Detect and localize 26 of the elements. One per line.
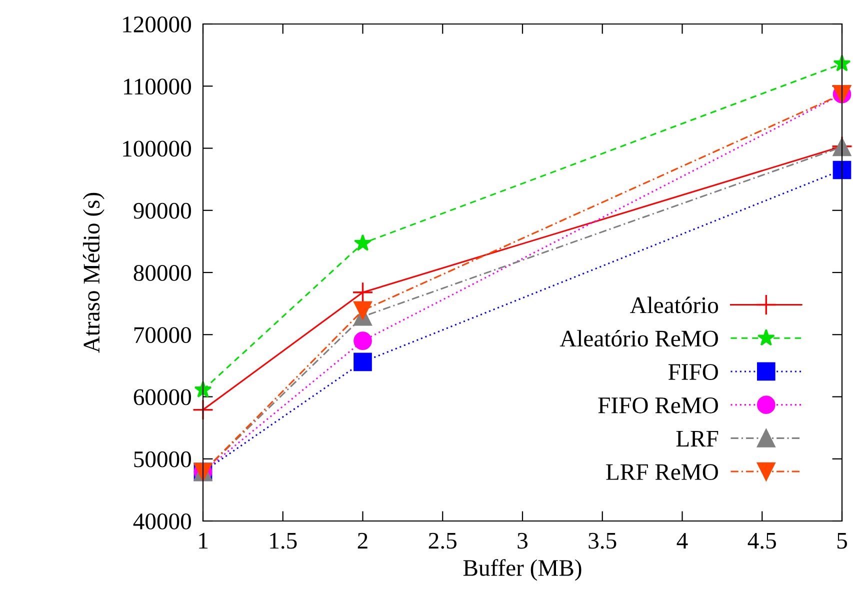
y-axis-title: Atraso Médio (s) bbox=[82, 192, 104, 353]
y-tick-label: 80000 bbox=[134, 264, 191, 281]
y-tick-label: 90000 bbox=[134, 202, 191, 219]
y-tick-label: 50000 bbox=[134, 451, 191, 468]
x-tick-label: 1 bbox=[199, 532, 208, 548]
y-tick-label: 70000 bbox=[134, 327, 191, 344]
x-tick-label: 2 bbox=[358, 532, 368, 548]
x-tick-label: 2.5 bbox=[428, 532, 456, 549]
y-tick-label: 60000 bbox=[134, 389, 191, 406]
legend-label: Aleatório ReMO bbox=[560, 330, 718, 347]
legend-label: LRF ReMO bbox=[606, 464, 718, 480]
x-tick-label: 3.5 bbox=[588, 532, 616, 549]
y-tick-label: 100000 bbox=[123, 140, 191, 157]
legend-label: FIFO ReMO bbox=[598, 397, 718, 414]
legend-label: LRF bbox=[676, 430, 718, 446]
x-tick-label: 4.5 bbox=[748, 532, 776, 549]
x-tick-label: 1.5 bbox=[270, 532, 297, 549]
x-tick-label: 3 bbox=[518, 532, 528, 549]
legend-label: FIFO bbox=[668, 364, 718, 380]
x-axis-title: Buffer (MB) bbox=[463, 559, 582, 581]
y-tick-label: 40000 bbox=[133, 513, 191, 530]
legend-label: Aleatório bbox=[630, 296, 718, 314]
x-tick-label: 5 bbox=[837, 533, 847, 549]
y-tick-label: 120000 bbox=[123, 16, 191, 32]
x-tick-label: 4 bbox=[676, 532, 688, 548]
y-tick-label: 110000 bbox=[124, 78, 191, 95]
